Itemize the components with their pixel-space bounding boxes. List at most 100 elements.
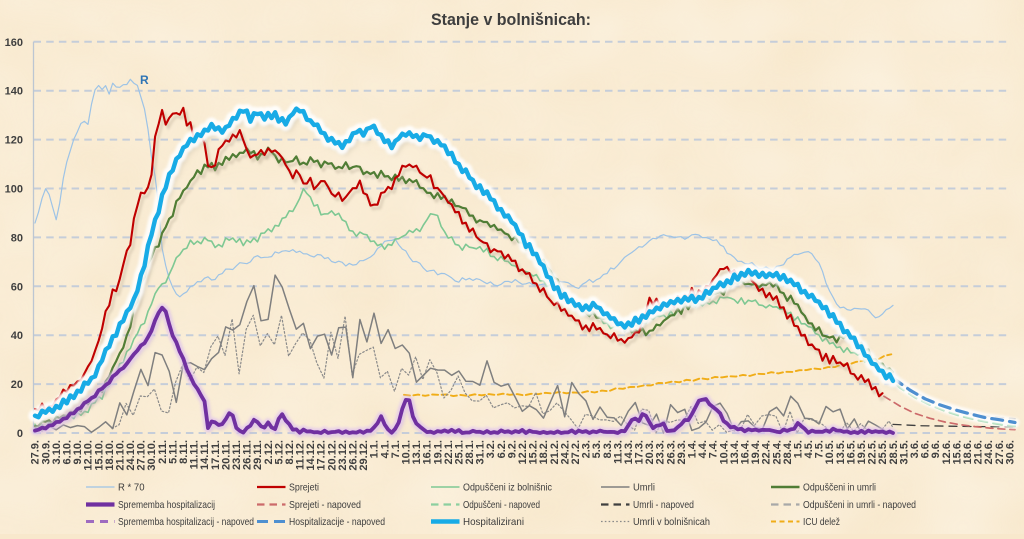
svg-text:19.4.: 19.4.	[750, 440, 762, 464]
svg-text:Stanje v bolnišnicah:: Stanje v bolnišnicah:	[431, 11, 591, 29]
svg-text:29.3.: 29.3.	[676, 440, 688, 464]
svg-text:14.12.: 14.12.	[305, 440, 317, 471]
svg-text:14.3.: 14.3.	[623, 440, 635, 464]
svg-text:8.12.: 8.12.	[284, 440, 296, 464]
svg-text:24.6.: 24.6.	[983, 440, 995, 464]
svg-text:20.12.: 20.12.	[326, 440, 338, 471]
svg-text:19.1.: 19.1.	[432, 440, 444, 464]
svg-text:Odpuščeni - napoved: Odpuščeni - napoved	[463, 499, 540, 511]
svg-text:13.1.: 13.1.	[411, 440, 423, 464]
svg-text:30.10.: 30.10.	[146, 440, 158, 471]
svg-text:29.12.: 29.12.	[358, 440, 370, 471]
svg-text:8.11.: 8.11.	[178, 440, 190, 464]
svg-text:4.5.: 4.5.	[803, 440, 815, 458]
svg-text:28.5.: 28.5.	[888, 440, 900, 464]
svg-text:9.6.: 9.6.	[930, 440, 942, 458]
svg-text:Umrli - napoved: Umrli - napoved	[633, 499, 694, 511]
svg-text:18.2.: 18.2.	[538, 440, 550, 464]
svg-text:17.3.: 17.3.	[634, 440, 646, 464]
svg-text:16.1.: 16.1.	[422, 440, 434, 464]
svg-text:15.6.: 15.6.	[951, 440, 963, 464]
svg-text:1.4.: 1.4.	[687, 440, 699, 458]
svg-text:10.1.: 10.1.	[401, 440, 413, 464]
svg-text:14.11.: 14.11.	[199, 440, 211, 470]
svg-text:22.5.: 22.5.	[867, 440, 879, 464]
svg-text:3.6.: 3.6.	[909, 440, 921, 458]
svg-text:9.2.: 9.2.	[506, 440, 518, 458]
svg-text:2.11.: 2.11.	[157, 440, 169, 464]
svg-text:30.6.: 30.6.	[1004, 440, 1016, 464]
svg-text:7.1.: 7.1.	[390, 440, 402, 458]
svg-text:17.11.: 17.11.	[210, 440, 222, 470]
svg-text:9.10.: 9.10.	[72, 440, 84, 464]
svg-text:19.5.: 19.5.	[856, 440, 868, 464]
svg-text:11.12.: 11.12.	[295, 440, 307, 470]
svg-text:21.2.: 21.2.	[549, 440, 561, 464]
svg-text:22.4.: 22.4.	[761, 440, 773, 464]
svg-text:80: 80	[11, 232, 23, 244]
svg-text:27.2.: 27.2.	[570, 440, 582, 464]
svg-text:60: 60	[11, 281, 23, 293]
svg-text:120: 120	[5, 135, 23, 147]
svg-text:20.11.: 20.11.	[220, 440, 232, 470]
svg-text:31.1.: 31.1.	[475, 440, 487, 464]
svg-text:10.5.: 10.5.	[824, 440, 836, 464]
svg-text:11.11.: 11.11.	[189, 440, 201, 469]
svg-text:27.6.: 27.6.	[994, 440, 1006, 464]
svg-text:Odpuščeni iz bolnišnic: Odpuščeni iz bolnišnic	[463, 482, 552, 494]
svg-text:5.12.: 5.12.	[273, 440, 285, 464]
svg-text:Odpuščeni in umrli: Odpuščeni in umrli	[803, 482, 876, 494]
svg-text:13.5.: 13.5.	[835, 440, 847, 464]
svg-text:27.10.: 27.10.	[136, 440, 148, 471]
svg-text:0: 0	[17, 428, 23, 440]
svg-text:30.9.: 30.9.	[40, 440, 52, 464]
svg-text:5.3.: 5.3.	[591, 440, 603, 458]
svg-text:3.2.: 3.2.	[485, 440, 497, 458]
svg-text:2.3.: 2.3.	[581, 440, 593, 458]
svg-text:31.5.: 31.5.	[898, 440, 910, 464]
svg-text:26.12.: 26.12.	[348, 440, 360, 471]
svg-text:15.10.: 15.10.	[93, 440, 105, 471]
svg-text:7.5.: 7.5.	[814, 440, 826, 458]
svg-text:ICU delež: ICU delež	[803, 516, 840, 528]
svg-text:18.6.: 18.6.	[962, 440, 974, 464]
svg-text:12.2.: 12.2.	[517, 440, 529, 464]
svg-text:140: 140	[5, 86, 23, 98]
svg-text:Umrli v bolnišnicah: Umrli v bolnišnicah	[633, 516, 710, 528]
svg-text:7.4.: 7.4.	[708, 440, 720, 458]
svg-text:15.2.: 15.2.	[528, 440, 540, 464]
svg-text:Hospitalizacije - napoved: Hospitalizacije - napoved	[289, 516, 385, 528]
svg-text:13.4.: 13.4.	[729, 440, 741, 464]
svg-text:Sprememba hospitalizacij - nap: Sprememba hospitalizacij - napoved	[118, 516, 254, 528]
svg-text:27.9.: 27.9.	[30, 440, 42, 464]
svg-text:40: 40	[11, 330, 23, 342]
svg-text:21.10.: 21.10.	[115, 440, 127, 471]
svg-text:28.1.: 28.1.	[464, 440, 476, 464]
svg-text:1.5.: 1.5.	[793, 440, 805, 458]
svg-text:6.2.: 6.2.	[496, 440, 508, 458]
svg-text:Sprejeti: Sprejeti	[289, 482, 319, 494]
svg-text:4.1.: 4.1.	[379, 440, 391, 458]
svg-text:21.6.: 21.6.	[973, 440, 985, 464]
svg-text:10.4.: 10.4.	[718, 440, 730, 464]
svg-text:28.4.: 28.4.	[782, 440, 794, 464]
svg-text:23.12.: 23.12.	[337, 440, 349, 471]
svg-text:22.1.: 22.1.	[443, 440, 455, 464]
svg-text:20: 20	[11, 379, 23, 391]
svg-text:17.12.: 17.12.	[316, 440, 328, 471]
svg-text:1.1.: 1.1.	[369, 440, 381, 458]
svg-text:4.4.: 4.4.	[697, 440, 709, 458]
svg-text:160: 160	[5, 37, 23, 49]
svg-text:16.4.: 16.4.	[740, 440, 752, 464]
svg-text:Umrli: Umrli	[633, 482, 655, 494]
svg-text:2.12.: 2.12.	[263, 440, 275, 464]
svg-text:6.6.: 6.6.	[920, 440, 932, 458]
svg-text:R * 70: R * 70	[118, 482, 145, 494]
svg-text:Sprejeti - napoved: Sprejeti - napoved	[289, 499, 361, 511]
svg-text:29.11.: 29.11.	[252, 440, 264, 470]
svg-text:6.10.: 6.10.	[62, 440, 74, 464]
svg-text:12.10.: 12.10.	[83, 440, 95, 471]
svg-text:26.3.: 26.3.	[665, 440, 677, 464]
svg-text:24.10.: 24.10.	[125, 440, 137, 471]
svg-text:25.1.: 25.1.	[454, 440, 466, 464]
